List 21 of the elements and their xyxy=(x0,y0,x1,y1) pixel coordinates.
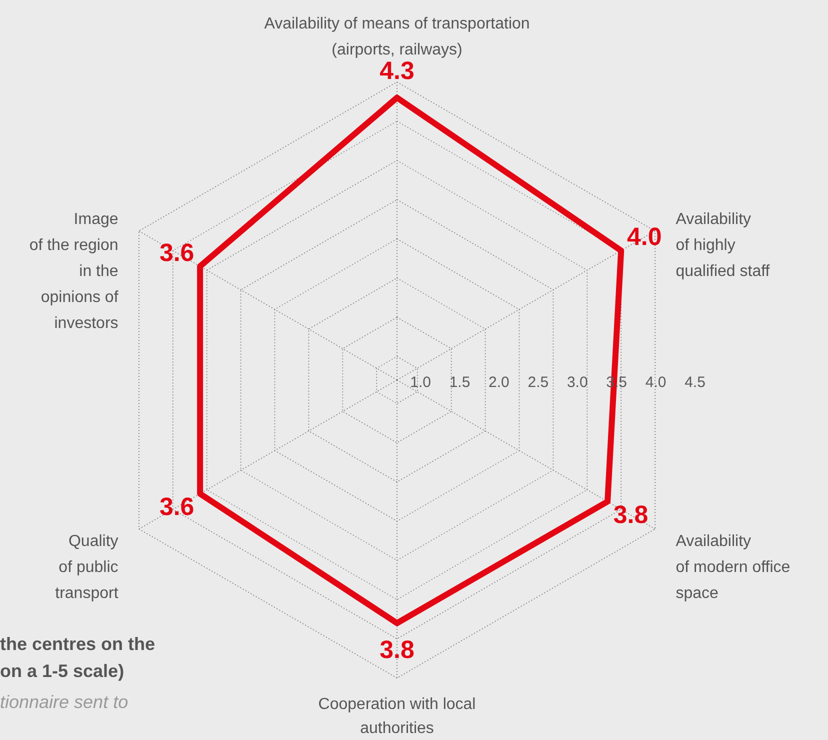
spoke-label: Availability of modern office space xyxy=(676,532,790,602)
spoke-label: Quality of public transport xyxy=(55,532,119,602)
data-label: 4.3 xyxy=(380,56,414,85)
data-label: 3.8 xyxy=(613,500,648,529)
data-label: 3.6 xyxy=(159,493,194,522)
data-label: 4.0 xyxy=(626,223,662,252)
text: the centres on the xyxy=(0,634,156,654)
spoke-label: Image of the region in the opinions of investors xyxy=(29,211,119,332)
y-tick-label: 4.5 xyxy=(684,374,706,391)
y-tick-label: 1.0 xyxy=(410,374,431,391)
text: tionnaire sent to xyxy=(0,692,128,712)
spoke-label: Availability of means of transportation (airports, railways) xyxy=(264,15,530,58)
y-tick-label: 1.5 xyxy=(449,374,470,391)
text: on a 1-5 scale) xyxy=(0,661,124,682)
y-tick-label: 2.5 xyxy=(528,374,549,391)
data-label: 3.6 xyxy=(159,238,194,267)
y-tick-label: 2.0 xyxy=(488,374,510,391)
spoke-label: Cooperation with local authorities xyxy=(318,696,476,737)
y-tick-label: 3.0 xyxy=(566,374,588,391)
spoke-label: Availability of highly qualified staff xyxy=(676,211,770,280)
data-label: 3.8 xyxy=(380,636,414,664)
